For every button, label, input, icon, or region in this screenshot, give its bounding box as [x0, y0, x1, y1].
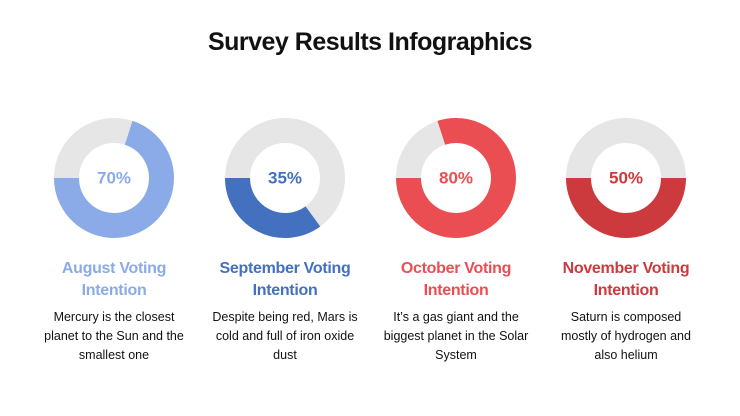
description: Mercury is the closest planet to the Sun…: [44, 310, 184, 362]
chart-title: August Voting Intention: [61, 260, 167, 299]
value-label: 35%: [268, 168, 302, 187]
donut-segment: [54, 120, 174, 238]
donut-segment: [225, 177, 321, 238]
value-label: 80%: [439, 168, 473, 187]
chart-title: November Voting Intention: [562, 260, 690, 299]
donut-segment: [396, 118, 516, 238]
donut-segment: [566, 177, 686, 238]
page-title: Survey Results Infographics: [207, 28, 533, 56]
value-label: 50%: [609, 168, 643, 187]
chart-title: September Voting Intention: [219, 260, 351, 299]
value-label: 70%: [97, 168, 131, 187]
description: Saturn is composed mostly of hydrogen an…: [561, 310, 691, 362]
chart-title: October Voting Intention: [400, 260, 512, 299]
description: It’s a gas giant and the biggest planet …: [383, 310, 529, 362]
description: Despite being red, Mars is cold and full…: [212, 310, 358, 362]
